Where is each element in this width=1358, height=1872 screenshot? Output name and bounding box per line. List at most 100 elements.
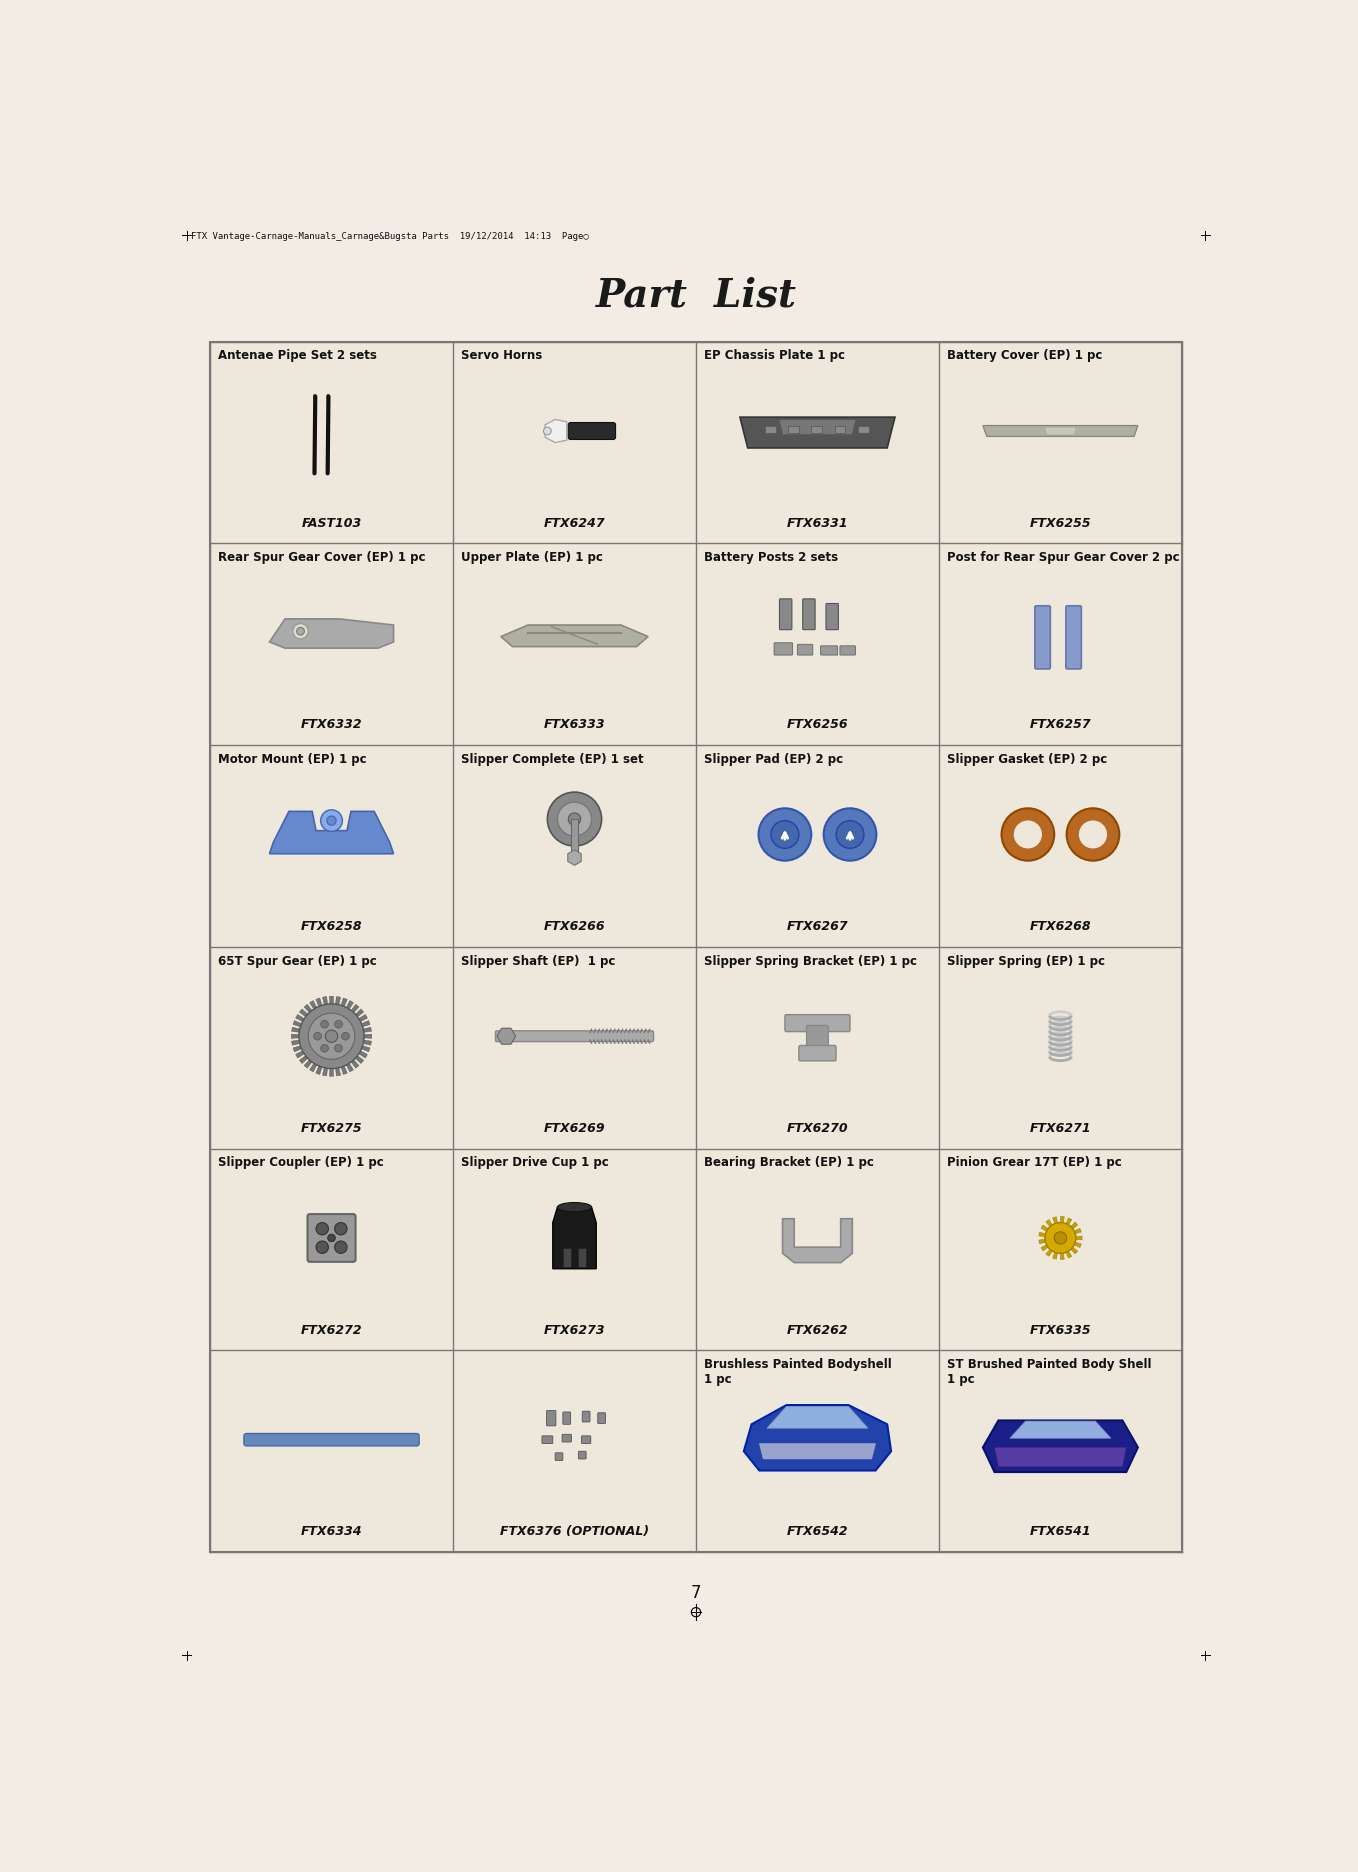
FancyBboxPatch shape [546,1410,555,1426]
Polygon shape [330,996,334,1003]
FancyBboxPatch shape [307,1215,356,1262]
Text: Servo Horns: Servo Horns [460,350,542,363]
Polygon shape [1046,1249,1052,1256]
FancyBboxPatch shape [583,1411,589,1423]
Polygon shape [744,1406,891,1471]
Circle shape [334,1241,348,1254]
Circle shape [334,1020,342,1028]
Polygon shape [983,1421,1138,1471]
Circle shape [1077,820,1108,850]
Polygon shape [335,996,341,1005]
Text: FTX6331: FTX6331 [786,517,849,530]
Bar [562,1249,570,1267]
Polygon shape [553,1207,596,1269]
FancyBboxPatch shape [598,1413,606,1423]
Polygon shape [361,1046,371,1052]
Text: FTX6272: FTX6272 [300,1324,363,1337]
Text: Slipper Shaft (EP)  1 pc: Slipper Shaft (EP) 1 pc [460,955,615,968]
Text: Slipper Complete (EP) 1 set: Slipper Complete (EP) 1 set [460,753,644,766]
Bar [835,427,846,432]
Polygon shape [1010,1421,1111,1438]
Text: FTX6270: FTX6270 [786,1121,849,1134]
Polygon shape [782,1219,853,1262]
FancyBboxPatch shape [555,1453,562,1460]
Polygon shape [1052,1217,1058,1224]
Circle shape [1044,1222,1076,1254]
Polygon shape [1074,1243,1081,1247]
Text: FTX6376 (OPTIONAL): FTX6376 (OPTIONAL) [500,1526,649,1539]
Polygon shape [335,1067,341,1076]
Polygon shape [983,425,1138,436]
Text: FTX6257: FTX6257 [1029,719,1092,732]
FancyBboxPatch shape [496,1031,653,1041]
FancyBboxPatch shape [785,1015,850,1031]
Polygon shape [1071,1222,1078,1228]
Text: FTX6271: FTX6271 [1029,1121,1092,1134]
Text: Upper Plate (EP) 1 pc: Upper Plate (EP) 1 pc [460,550,603,563]
Circle shape [1054,1232,1066,1245]
Text: Brushless Painted Bodyshell
1 pc: Brushless Painted Bodyshell 1 pc [703,1357,891,1385]
Text: Post for Rear Spur Gear Cover 2 pc: Post for Rear Spur Gear Cover 2 pc [947,550,1179,563]
Circle shape [759,809,811,861]
Polygon shape [545,419,566,442]
Text: FAST103: FAST103 [301,517,361,530]
Polygon shape [322,996,327,1005]
FancyBboxPatch shape [1066,607,1081,668]
Polygon shape [316,998,322,1007]
Text: Bearing Bracket (EP) 1 pc: Bearing Bracket (EP) 1 pc [703,1157,873,1170]
Circle shape [824,809,876,861]
Polygon shape [352,1060,359,1069]
Polygon shape [346,1000,353,1009]
Text: Slipper Drive Cup 1 pc: Slipper Drive Cup 1 pc [460,1157,608,1170]
Text: 7: 7 [691,1584,701,1602]
Polygon shape [778,419,856,434]
Polygon shape [361,1020,371,1026]
FancyBboxPatch shape [562,1411,570,1425]
Text: FTX6332: FTX6332 [300,719,363,732]
Bar [579,1249,587,1267]
Polygon shape [363,1028,372,1031]
Polygon shape [1066,1250,1071,1258]
Circle shape [326,1030,338,1043]
FancyBboxPatch shape [244,1434,420,1445]
Bar [788,427,799,432]
Polygon shape [269,620,394,648]
Circle shape [1001,809,1054,861]
Circle shape [568,812,581,826]
Circle shape [316,1241,329,1254]
Polygon shape [296,1015,304,1022]
Polygon shape [291,1033,299,1039]
Polygon shape [994,1447,1126,1466]
Bar [858,427,869,432]
Text: FTX6269: FTX6269 [543,1121,606,1134]
FancyBboxPatch shape [1035,607,1050,668]
Circle shape [1066,809,1119,861]
Circle shape [314,1031,322,1041]
Text: Slipper Gasket (EP) 2 pc: Slipper Gasket (EP) 2 pc [947,753,1107,766]
Circle shape [299,1003,364,1069]
Polygon shape [767,1406,868,1428]
Bar [765,427,775,432]
FancyBboxPatch shape [579,1451,587,1458]
Ellipse shape [557,1202,592,1211]
Polygon shape [299,1056,308,1063]
Text: Part  List: Part List [595,277,797,314]
FancyBboxPatch shape [841,646,856,655]
Polygon shape [330,1069,334,1076]
Polygon shape [1046,1221,1052,1226]
Text: FTX Vantage-Carnage-Manuals_Carnage&Bugsta Parts  19/12/2014  14:13  Page○: FTX Vantage-Carnage-Manuals_Carnage&Bugs… [191,232,589,241]
Polygon shape [346,1063,353,1073]
Text: Slipper Pad (EP) 2 pc: Slipper Pad (EP) 2 pc [703,753,843,766]
Bar [811,427,822,432]
Circle shape [1012,820,1043,850]
Text: FTX6256: FTX6256 [786,719,849,732]
Bar [570,820,579,861]
Text: FTX6267: FTX6267 [786,919,849,932]
Text: EP Chassis Plate 1 pc: EP Chassis Plate 1 pc [703,350,845,363]
Polygon shape [497,1028,516,1045]
Polygon shape [1052,1252,1058,1260]
Polygon shape [304,1003,312,1013]
Ellipse shape [326,393,330,399]
Circle shape [320,1020,329,1028]
Text: FTX6247: FTX6247 [543,517,606,530]
